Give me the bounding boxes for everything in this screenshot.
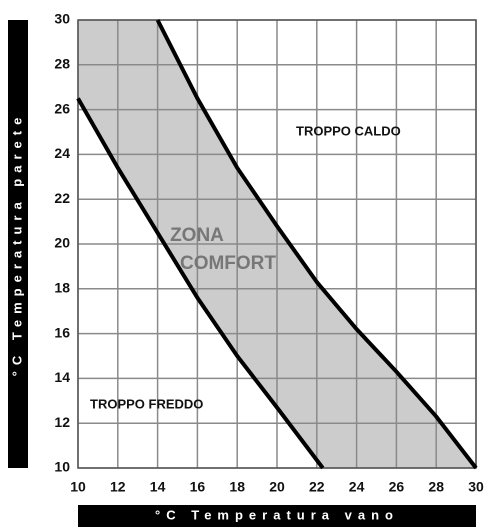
- y-tick-label: 14: [54, 369, 70, 385]
- x-tick-label: 22: [309, 479, 325, 495]
- x-tick-label: 10: [70, 479, 86, 495]
- x-tick-label: 26: [389, 479, 405, 495]
- x-tick-label: 18: [229, 479, 245, 495]
- y-tick-label: 20: [54, 235, 70, 251]
- x-axis-label: °C Temperatura vano: [155, 507, 399, 522]
- y-tick-label: 26: [54, 100, 70, 116]
- y-tick-label: 16: [54, 324, 70, 340]
- x-tick-label: 14: [150, 479, 166, 495]
- plot-border: [77, 19, 477, 469]
- curve: [76, 97, 325, 470]
- x-tick-label: 30: [468, 479, 484, 495]
- y-tick-label: 30: [54, 11, 70, 27]
- y-tick-label: 24: [54, 145, 70, 161]
- curve: [155, 19, 478, 470]
- y-axis-label: °C Temperatura parete: [9, 112, 24, 377]
- y-tick-label: 22: [54, 190, 70, 206]
- x-tick-label: 12: [110, 479, 126, 495]
- y-tick-label: 10: [54, 459, 70, 475]
- annotation: COMFORT: [180, 253, 276, 274]
- y-tick-label: 18: [54, 280, 70, 296]
- y-label-box: [8, 20, 28, 468]
- annotation: TROPPO FREDDO: [90, 396, 203, 411]
- x-label-box: [78, 505, 476, 527]
- annotation: TROPPO CALDO: [296, 123, 401, 138]
- x-tick-label: 28: [428, 479, 444, 495]
- y-tick-label: 12: [54, 414, 70, 430]
- x-tick-label: 16: [190, 479, 206, 495]
- x-tick-label: 24: [349, 479, 365, 495]
- annotation: ZONA: [170, 225, 224, 246]
- x-tick-label: 20: [269, 479, 285, 495]
- y-tick-label: 28: [54, 56, 70, 72]
